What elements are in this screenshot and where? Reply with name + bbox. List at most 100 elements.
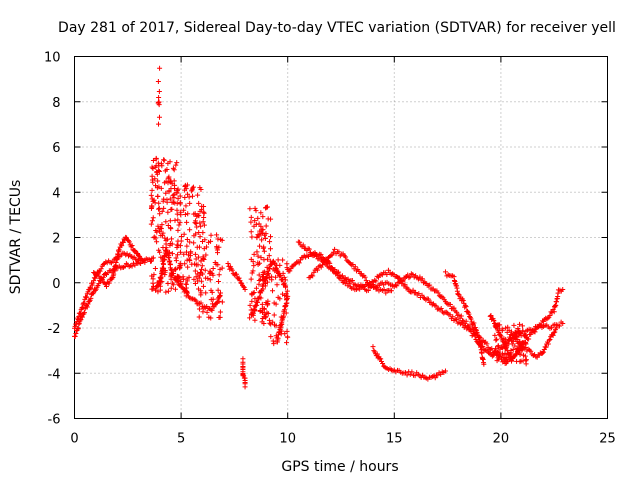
data-point bbox=[306, 246, 312, 252]
data-point bbox=[361, 283, 367, 289]
data-point bbox=[332, 266, 338, 272]
data-point bbox=[216, 272, 222, 278]
data-point bbox=[494, 358, 500, 364]
data-point bbox=[103, 283, 109, 289]
data-point bbox=[166, 249, 172, 255]
data-point bbox=[250, 290, 256, 296]
data-point bbox=[284, 328, 290, 334]
data-point bbox=[410, 271, 416, 277]
data-point bbox=[175, 227, 181, 233]
data-point bbox=[213, 261, 219, 267]
data-point bbox=[184, 243, 190, 249]
data-point bbox=[91, 269, 97, 275]
data-point bbox=[296, 260, 302, 266]
data-point bbox=[185, 191, 191, 197]
data-point bbox=[550, 332, 556, 338]
data-point bbox=[507, 351, 513, 357]
data-point bbox=[162, 235, 168, 241]
data-point bbox=[557, 323, 563, 329]
data-point bbox=[178, 233, 184, 239]
data-point bbox=[258, 210, 264, 216]
data-point bbox=[150, 255, 156, 261]
data-point bbox=[473, 327, 479, 333]
data-point bbox=[416, 291, 422, 297]
data-point bbox=[182, 194, 188, 200]
data-point bbox=[100, 261, 106, 267]
data-point bbox=[522, 353, 528, 359]
data-point bbox=[263, 223, 269, 229]
data-point bbox=[260, 274, 266, 280]
data-point bbox=[453, 309, 459, 315]
data-point bbox=[511, 322, 517, 328]
data-point bbox=[263, 205, 269, 211]
data-point bbox=[164, 252, 170, 258]
data-point bbox=[349, 278, 355, 284]
data-point bbox=[229, 267, 235, 273]
data-point bbox=[385, 267, 391, 273]
data-point bbox=[288, 266, 294, 272]
data-points bbox=[72, 65, 566, 390]
data-point bbox=[526, 336, 532, 342]
data-point bbox=[273, 333, 279, 339]
data-point bbox=[275, 268, 281, 274]
data-point bbox=[112, 268, 118, 274]
data-point bbox=[148, 221, 154, 227]
x-tick-label: 25 bbox=[599, 432, 616, 447]
data-point bbox=[378, 356, 384, 362]
data-point bbox=[119, 243, 125, 249]
data-point bbox=[238, 280, 244, 286]
data-point bbox=[263, 314, 269, 320]
data-point bbox=[99, 276, 105, 282]
data-point bbox=[282, 283, 288, 289]
data-point bbox=[166, 255, 172, 261]
data-point bbox=[84, 304, 90, 310]
data-point bbox=[488, 313, 494, 319]
data-point bbox=[200, 219, 206, 225]
data-point bbox=[240, 284, 246, 290]
data-point bbox=[88, 285, 94, 291]
data-point bbox=[389, 282, 395, 288]
data-point bbox=[201, 222, 207, 228]
data-point bbox=[206, 314, 212, 320]
data-point bbox=[508, 348, 514, 354]
data-point bbox=[254, 302, 260, 308]
data-point bbox=[169, 181, 175, 187]
data-point bbox=[279, 321, 285, 327]
data-point bbox=[157, 211, 163, 217]
data-point bbox=[199, 263, 205, 269]
data-point bbox=[394, 283, 400, 289]
data-point bbox=[492, 332, 498, 338]
data-point bbox=[149, 273, 155, 279]
data-point bbox=[158, 225, 164, 231]
data-point bbox=[456, 312, 462, 318]
data-point bbox=[253, 208, 259, 214]
data-point bbox=[157, 283, 163, 289]
data-point bbox=[204, 244, 210, 250]
data-point bbox=[484, 341, 490, 347]
data-point bbox=[248, 219, 254, 225]
data-point bbox=[155, 223, 161, 229]
data-point bbox=[183, 203, 189, 209]
data-point bbox=[476, 339, 482, 345]
data-point bbox=[202, 237, 208, 243]
data-point bbox=[506, 341, 512, 347]
data-point bbox=[102, 271, 108, 277]
data-point bbox=[206, 239, 212, 245]
data-point bbox=[192, 251, 198, 257]
data-point bbox=[157, 229, 163, 235]
data-point bbox=[150, 157, 156, 163]
y-axis-label: SDTVAR / TECUs bbox=[8, 180, 24, 295]
data-point bbox=[539, 350, 545, 356]
data-point bbox=[253, 285, 259, 291]
data-point bbox=[157, 275, 163, 281]
y-tick-label: 10 bbox=[44, 51, 61, 66]
data-point bbox=[464, 308, 470, 314]
data-point bbox=[551, 309, 557, 315]
data-point bbox=[193, 274, 199, 280]
data-point bbox=[73, 330, 79, 336]
data-point bbox=[75, 317, 81, 323]
data-point bbox=[200, 230, 206, 236]
data-point bbox=[260, 227, 266, 233]
data-point bbox=[410, 287, 416, 293]
data-point bbox=[209, 307, 215, 313]
